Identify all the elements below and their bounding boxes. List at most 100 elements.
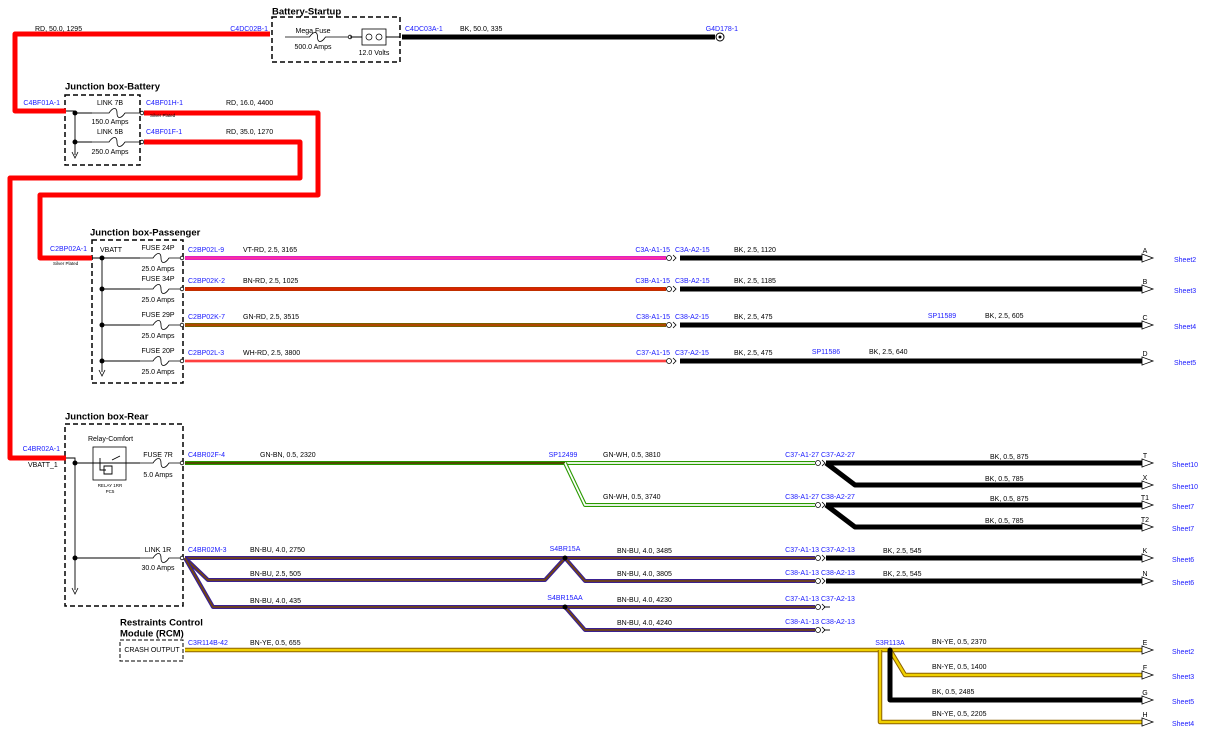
- label: BN-BU, 4.0, 3805: [617, 571, 672, 578]
- label: S4BR15AA: [547, 595, 583, 602]
- label: BK, 0.5, 875: [990, 496, 1029, 503]
- inline-connector: [815, 555, 821, 561]
- wire-end-arrow: [1141, 500, 1155, 510]
- inline-connector: [672, 357, 677, 365]
- conductor: [66, 457, 140, 590]
- fuse-symbol: [92, 137, 142, 147]
- inline-connector: [666, 322, 672, 328]
- label: 25.0 Amps: [141, 369, 175, 376]
- label: C38-A2-27: [821, 494, 855, 501]
- label: RELAY 1RR: [98, 483, 123, 488]
- label: BK, 50.0, 335: [460, 26, 503, 33]
- wire-stripe: [564, 606, 815, 631]
- label: Sheet5: [1174, 360, 1196, 367]
- label: C2BP02K-7: [188, 314, 225, 321]
- label: C3B-A2-15: [675, 278, 710, 285]
- splice-dot: [939, 322, 945, 328]
- label: C3A-A1-15: [635, 247, 670, 254]
- label: BN-YE, 0.5, 655: [250, 640, 301, 647]
- conductor: [99, 455, 126, 475]
- label: C37-A2-15: [675, 350, 709, 357]
- wire-end-arrow: [1141, 356, 1155, 366]
- label: C4BF01F-1: [146, 129, 182, 136]
- inline-connector: [821, 577, 826, 585]
- label: FUSE 29P: [141, 312, 174, 319]
- terminal: [179, 460, 185, 466]
- title: Junction box-Rear: [65, 412, 149, 423]
- label: Relay-Comfort: [88, 436, 133, 443]
- fuse-symbol: [140, 553, 182, 563]
- title: Junction box-Battery: [65, 82, 161, 93]
- wire-end-arrow: [1141, 522, 1155, 532]
- wire-end-arrow: [1141, 480, 1155, 490]
- fuse-symbol: [285, 32, 350, 42]
- label: C38-A1-13: [785, 570, 819, 577]
- label: G4D178-1: [706, 26, 738, 33]
- label: Sheet6: [1172, 557, 1194, 564]
- label: BN-BU, 4.0, 4240: [617, 620, 672, 627]
- label: BN-BU, 4.0, 3485: [617, 548, 672, 555]
- label: C37-A1-13: [785, 596, 819, 603]
- splice-dot: [72, 139, 78, 145]
- wire-stripe: [184, 557, 566, 581]
- wire-stripe: [888, 649, 1142, 677]
- label: G: [1142, 690, 1147, 697]
- splice-dot: [823, 358, 829, 364]
- label: VBATT_1: [28, 462, 58, 469]
- inline-connector: [815, 627, 821, 633]
- label: BN-YE, 0.5, 2205: [932, 711, 987, 718]
- label: BN-RD, 2.5, 1025: [243, 278, 298, 285]
- label: CRASH OUTPUT: [124, 647, 180, 654]
- wire: [887, 650, 1142, 703]
- label: C4DC03A-1: [405, 26, 443, 33]
- terminal: [179, 255, 185, 261]
- label: Sheet2: [1172, 649, 1194, 656]
- inline-connector: [815, 604, 821, 610]
- terminal: [139, 110, 145, 116]
- label: S3R113A: [875, 640, 905, 647]
- label: C38-A2-15: [675, 314, 709, 321]
- label: Silver Plated: [53, 261, 79, 266]
- label: C38-A1-27: [785, 494, 819, 501]
- label: Sheet7: [1172, 504, 1194, 511]
- wire-stripe: [564, 462, 815, 506]
- label: FUSE 34P: [141, 276, 174, 283]
- battery-cell: [365, 33, 373, 41]
- wire-end-arrow: [1141, 284, 1155, 294]
- label: C3B-A1-15: [635, 278, 670, 285]
- label: GN-WH, 0.5, 3810: [603, 452, 661, 459]
- label: 30.0 Amps: [141, 565, 175, 572]
- battery-box: [271, 16, 401, 63]
- label: C3R114B-42: [188, 640, 228, 647]
- label: Sheet4: [1174, 324, 1196, 331]
- label: F: [1143, 665, 1147, 672]
- label: C3A-A2-15: [675, 247, 710, 254]
- label: X: [1143, 475, 1148, 482]
- battery-cell: [375, 33, 383, 41]
- inline-connector: [815, 578, 821, 584]
- label: BK, 2.5, 640: [869, 349, 908, 356]
- wire-end-arrow: [1141, 253, 1155, 263]
- label: C2BP02L-9: [188, 247, 224, 254]
- label: BN-BU, 2.5, 505: [250, 571, 301, 578]
- wire-end-arrow: [1141, 320, 1155, 330]
- label: C: [1142, 315, 1147, 322]
- label: GN-BN, 0.5, 2320: [260, 452, 316, 459]
- inline-connector: [666, 358, 672, 364]
- junction-passenger-box: [91, 239, 184, 384]
- label: BK, 2.5, 605: [985, 313, 1024, 320]
- label: SP12499: [549, 452, 578, 459]
- label: D: [1142, 351, 1147, 358]
- wire-end-arrow: [1141, 553, 1155, 563]
- ground-symbol: [715, 32, 725, 42]
- label: 25.0 Amps: [141, 266, 175, 273]
- wire: [824, 461, 1142, 488]
- ground-symbol: [718, 35, 722, 39]
- label: C38-A2-13: [821, 570, 855, 577]
- label: Mega Fuse: [295, 28, 330, 35]
- label: Sheet3: [1172, 674, 1194, 681]
- wire-stripe: [184, 557, 565, 608]
- wire: [824, 503, 1142, 530]
- inline-connector: [821, 554, 826, 562]
